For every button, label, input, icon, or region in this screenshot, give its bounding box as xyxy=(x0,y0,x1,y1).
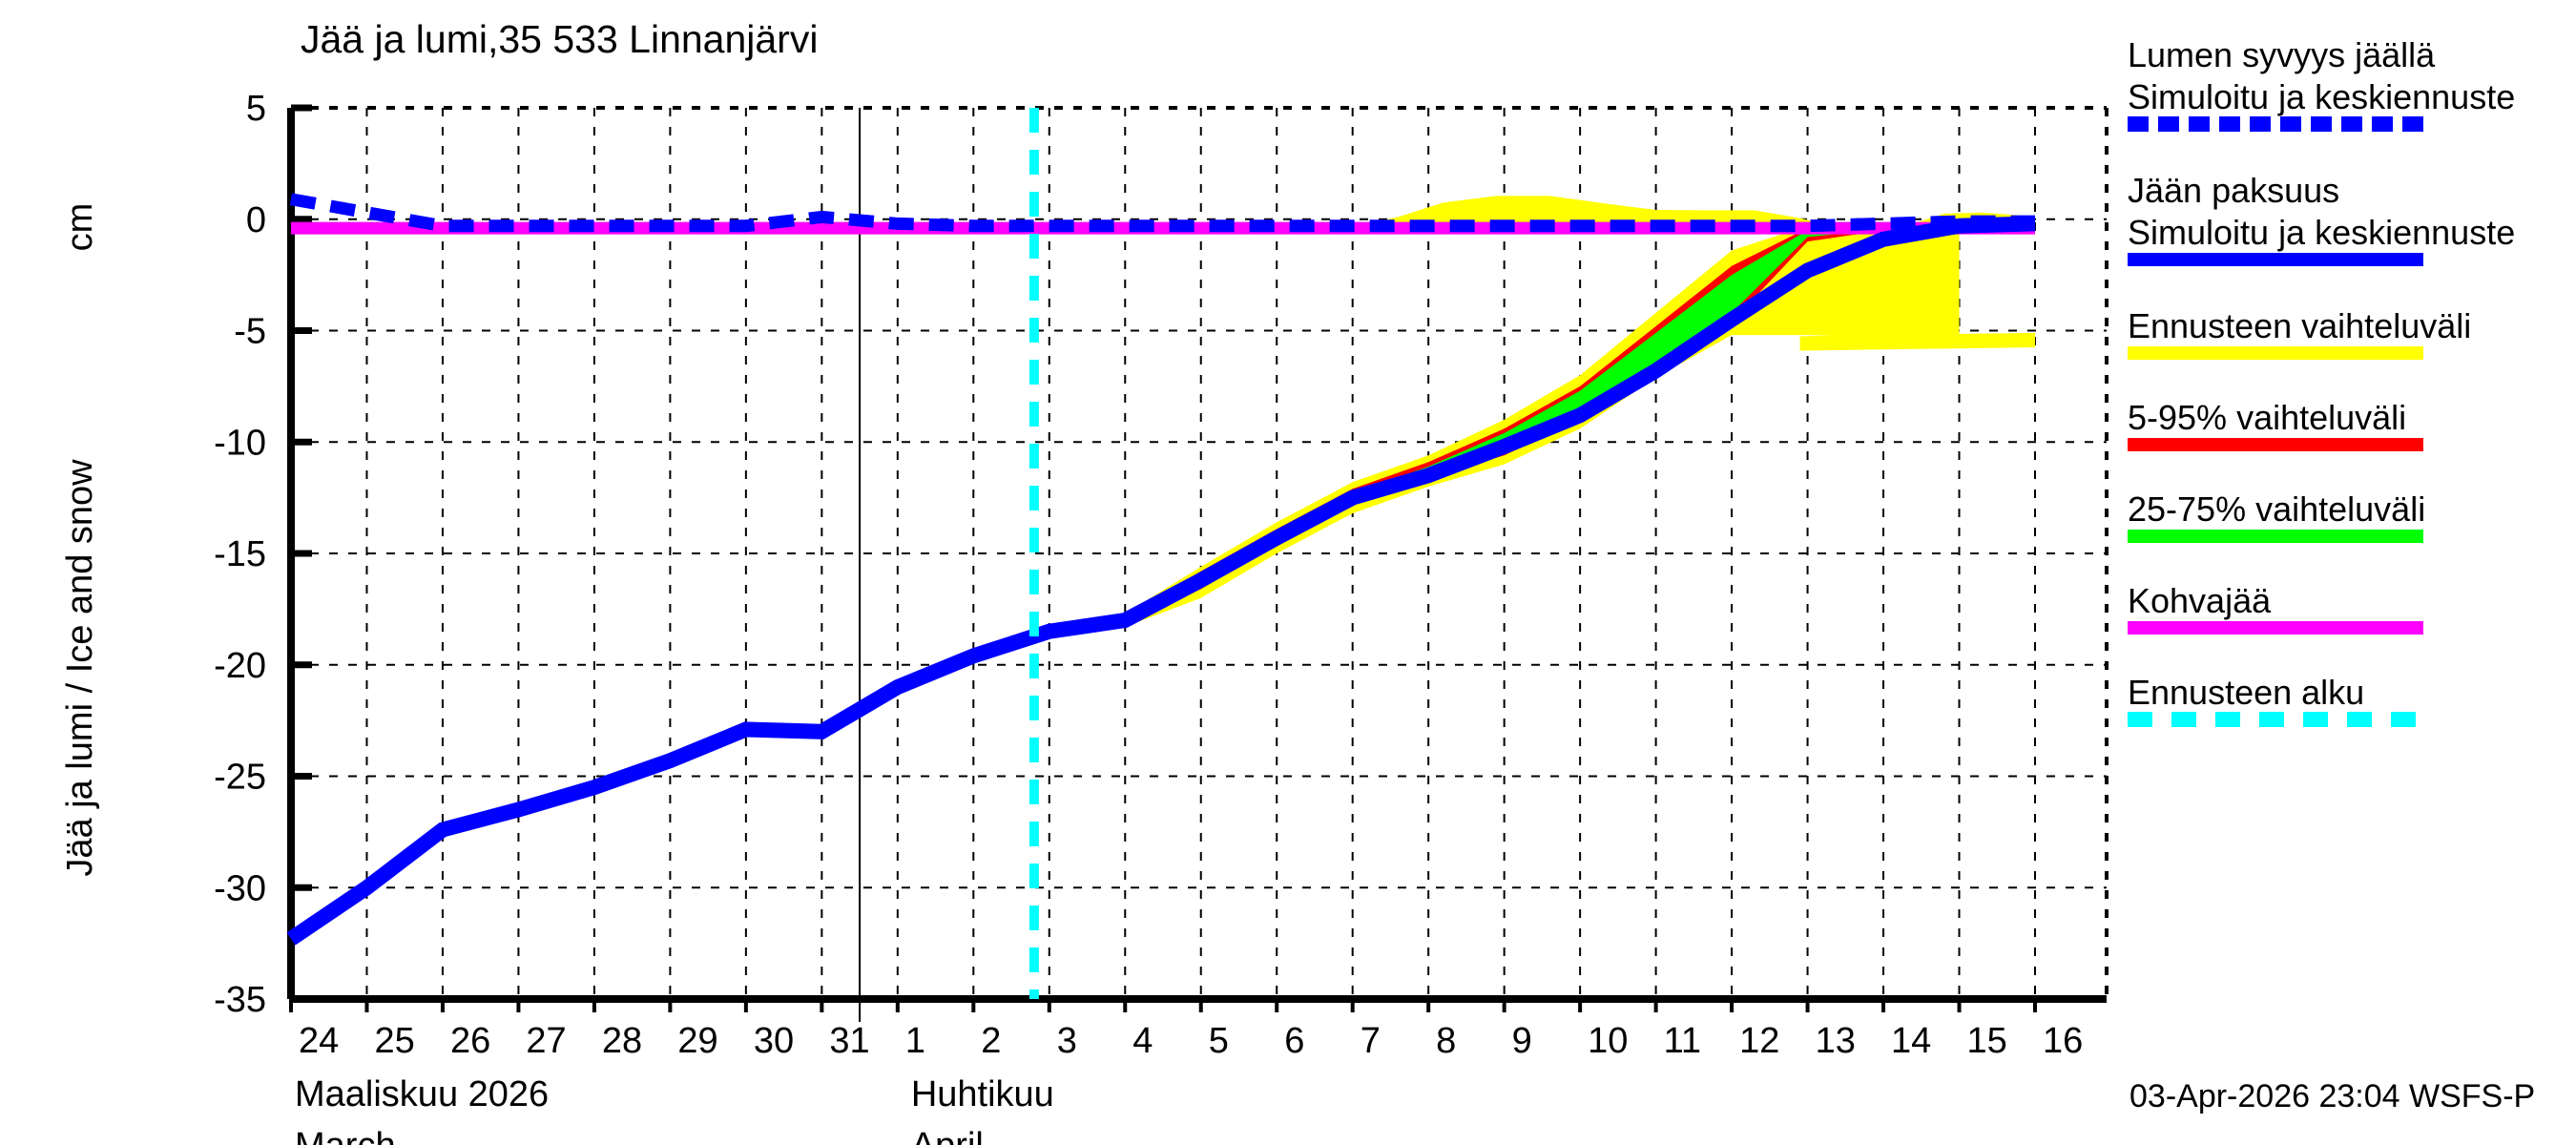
x-tick-label: 10 xyxy=(1588,1021,1628,1061)
x-tick-label: 12 xyxy=(1739,1021,1779,1061)
legend-label: Kohvajää xyxy=(2128,581,2272,620)
series-snow-depth xyxy=(289,193,2035,233)
y-tick-label: -10 xyxy=(214,423,266,463)
x-tick-label: 11 xyxy=(1664,1021,1701,1061)
x-tick-label: 24 xyxy=(299,1021,339,1061)
x-tick-label: 7 xyxy=(1361,1021,1381,1061)
x-month-label-fi-april: Huhtikuu xyxy=(911,1074,1054,1114)
x-tick-label: 2 xyxy=(981,1021,1001,1061)
x-tick-label: 8 xyxy=(1436,1021,1456,1061)
legend-item-range-5-95[interactable]: 5-95% vaihteluväli xyxy=(2128,398,2423,451)
x-tick-label: 30 xyxy=(754,1021,794,1061)
legend-label: Lumen syvyys jäällä xyxy=(2128,35,2436,74)
legend-label: Ennusteen vaihteluväli xyxy=(2128,306,2471,345)
legend-item-forecast-range[interactable]: Ennusteen vaihteluväli xyxy=(2128,306,2471,360)
series-ice-thickness xyxy=(286,216,2036,946)
x-month-label-en-march: March xyxy=(295,1126,396,1145)
x-tick-label: 6 xyxy=(1284,1021,1304,1061)
x-axis-ticks: 24 25 26 27 28 29 30 31 1 2 3 4 5 6 7 8 9 10 11 12 13 14 15 16 xyxy=(289,999,2083,1061)
y-tick-label: -25 xyxy=(214,758,266,798)
legend-item-forecast-start[interactable]: Ennusteen alku xyxy=(2128,673,2423,727)
legend-label: 25-75% vaihteluväli xyxy=(2128,489,2425,529)
x-tick-label: 9 xyxy=(1512,1021,1532,1061)
x-tick-label: 3 xyxy=(1057,1021,1077,1061)
footer-timestamp: 03-Apr-2026 23:04 WSFS-P xyxy=(2129,1078,2535,1114)
x-tick-label: 31 xyxy=(829,1021,869,1061)
x-month-label-fi-march: Maaliskuu 2026 xyxy=(295,1074,549,1114)
x-tick-label: 27 xyxy=(526,1021,566,1061)
legend-sublabel: Simuloitu ja keskiennuste xyxy=(2128,77,2515,116)
y-axis-label: Jää ja lumi / Ice and snow xyxy=(60,459,100,877)
y-axis-unit: cm xyxy=(60,203,100,252)
x-tick-label: 29 xyxy=(677,1021,717,1061)
x-tick-label: 4 xyxy=(1132,1021,1153,1061)
legend-sublabel: Simuloitu ja keskiennuste xyxy=(2128,213,2515,252)
x-tick-label: 16 xyxy=(2043,1021,2083,1061)
x-tick-label: 28 xyxy=(602,1021,642,1061)
x-month-label-en-april: April xyxy=(911,1126,984,1145)
y-axis-ticks: 5 0 -5 -10 -15 -20 -25 -30 -35 xyxy=(214,89,312,1020)
legend-item-slush-ice[interactable]: Kohvajää xyxy=(2128,581,2423,635)
y-tick-label: 5 xyxy=(246,89,266,129)
x-tick-label: 26 xyxy=(450,1021,490,1061)
x-tick-label: 5 xyxy=(1209,1021,1229,1061)
chart-title: Jää ja lumi,35 533 Linnanjärvi xyxy=(301,17,818,61)
y-tick-label: -20 xyxy=(214,646,266,686)
y-tick-label: -30 xyxy=(214,868,266,908)
legend-label: Jään paksuus xyxy=(2128,171,2339,210)
x-tick-label: 14 xyxy=(1891,1021,1931,1061)
legend-label: 5-95% vaihteluväli xyxy=(2128,398,2406,437)
legend-label: Ennusteen alku xyxy=(2128,673,2364,712)
y-tick-label: 0 xyxy=(246,200,266,240)
band-lower-tail xyxy=(1799,332,2035,351)
y-tick-label: -5 xyxy=(234,312,266,352)
legend-item-range-25-75[interactable]: 25-75% vaihteluväli xyxy=(2128,489,2425,543)
y-tick-label: -15 xyxy=(214,534,266,574)
y-tick-label: -35 xyxy=(214,980,266,1020)
x-tick-label: 25 xyxy=(374,1021,414,1061)
x-tick-label: 15 xyxy=(1967,1021,2007,1061)
x-tick-label: 1 xyxy=(905,1021,925,1061)
x-tick-label: 13 xyxy=(1816,1021,1856,1061)
